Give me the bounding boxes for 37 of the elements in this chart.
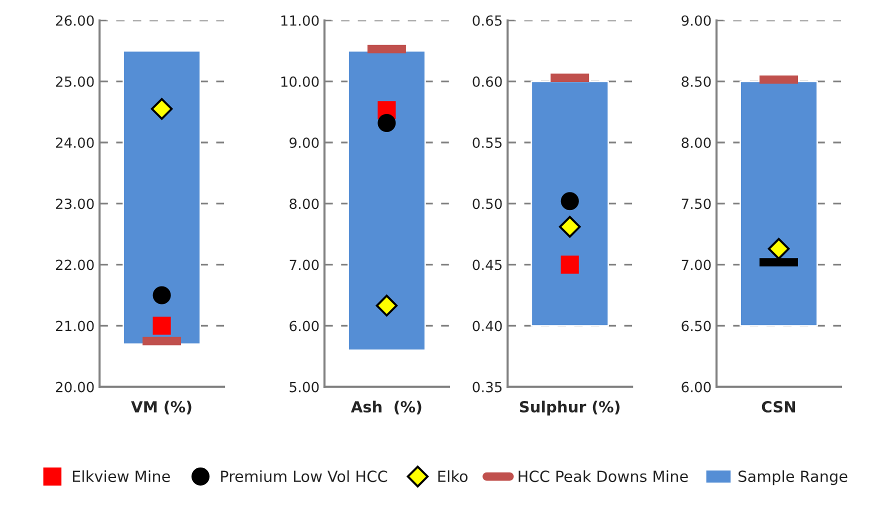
y-tick-label: 24.00 — [56, 137, 94, 148]
x-tick-label: VM (%) — [131, 400, 192, 414]
legend-label: Elkview Mine — [72, 470, 170, 482]
y-tick-label: 11.00 — [281, 15, 319, 26]
y-tick-label: 20.00 — [56, 382, 94, 392]
y-tick-label: 5.00 — [290, 382, 319, 392]
legend-label: Elko — [438, 470, 468, 482]
y-tick-label: 0.60 — [472, 76, 502, 87]
y-tick-label: 8.00 — [290, 198, 319, 210]
y-tick-label: 23.00 — [56, 198, 94, 210]
legend-label: Premium Low Vol HCC — [221, 470, 388, 482]
y-tick-label: 9.00 — [682, 15, 711, 26]
y-tick-label: 6.00 — [290, 320, 319, 332]
y-tick-label: 25.00 — [56, 76, 94, 87]
y-tick-label: 6.00 — [682, 382, 711, 392]
y-tick-label: 0.45 — [472, 260, 502, 270]
y-tick-label: 9.00 — [290, 137, 319, 148]
y-tick-label: 22.00 — [56, 260, 94, 270]
x-tick-label: CSN — [762, 401, 796, 413]
y-tick-label: 0.40 — [472, 320, 502, 332]
legend-label: HCC Peak Downs Mine — [518, 470, 688, 482]
x-tick-label: Ash (%) — [350, 400, 422, 414]
y-tick-label: 7.00 — [682, 260, 711, 270]
y-tick-label: 21.00 — [56, 320, 94, 332]
legend-label: Sample Range — [738, 470, 848, 486]
y-tick-label: 8.00 — [682, 137, 711, 148]
y-tick-label: 0.55 — [472, 137, 502, 148]
x-tick-label: Sulphur (%) — [520, 400, 620, 416]
y-tick-label: 0.65 — [472, 15, 502, 26]
y-tick-label: 8.50 — [682, 76, 711, 87]
y-tick-label: 6.50 — [682, 320, 711, 332]
y-tick-label: 7.00 — [290, 260, 319, 270]
y-tick-label: 0.50 — [472, 198, 502, 210]
y-tick-label: 7.50 — [682, 198, 711, 210]
y-tick-label: 0.35 — [472, 382, 502, 392]
y-tick-label: 26.00 — [56, 15, 94, 26]
y-tick-label: 10.00 — [281, 76, 319, 87]
